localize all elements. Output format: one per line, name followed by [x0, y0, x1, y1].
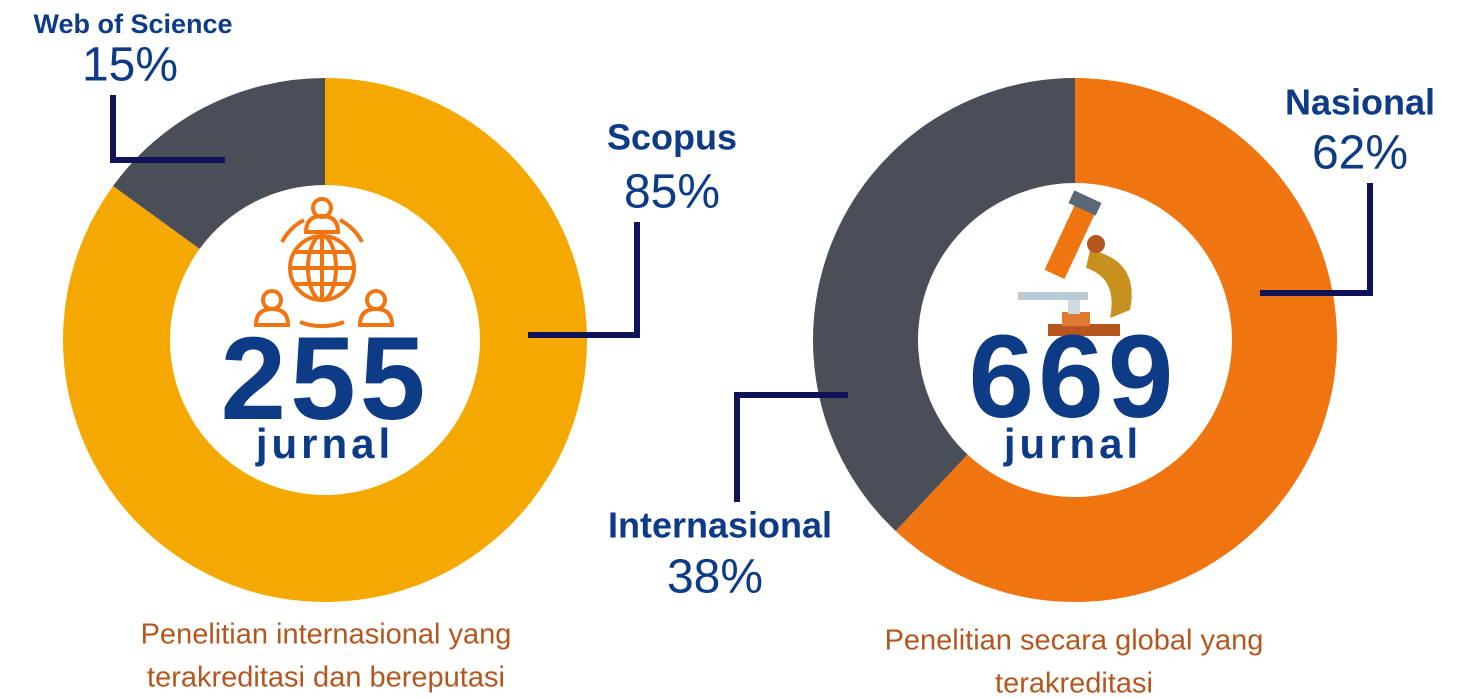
donut-slice — [895, 78, 1337, 602]
caption: Penelitian internasional yang — [141, 619, 512, 651]
slice-label: Scopus — [607, 117, 737, 158]
caption: terakreditasi — [995, 668, 1153, 699]
slice-label: Internasional — [608, 505, 832, 546]
caption: terakreditasi dan bereputasi — [147, 662, 505, 694]
center-unit: jurnal — [1003, 420, 1142, 467]
donut-slice — [813, 78, 1075, 531]
slices — [62, 78, 1337, 602]
slice-value-label: 38% — [667, 551, 763, 604]
globe-icon — [253, 197, 395, 329]
donut-slice — [62, 78, 588, 602]
slice-label: Nasional — [1285, 82, 1435, 123]
donut-slice — [113, 78, 326, 249]
leader-line — [1260, 183, 1373, 296]
slice-value-label: 85% — [624, 166, 720, 219]
slice-value-label: 62% — [1312, 127, 1408, 180]
slice-value-label: 15% — [82, 39, 178, 92]
center-total: 669 — [969, 311, 1178, 443]
leader-line — [528, 222, 640, 338]
center-unit: jurnal — [255, 420, 394, 467]
center-total: 255 — [221, 313, 430, 445]
microscope-icon — [1018, 190, 1132, 336]
caption: Penelitian secara global yang — [885, 625, 1264, 657]
slice-label: Web of Science — [33, 9, 232, 39]
leader-line — [734, 392, 848, 502]
leader-line — [110, 95, 225, 163]
